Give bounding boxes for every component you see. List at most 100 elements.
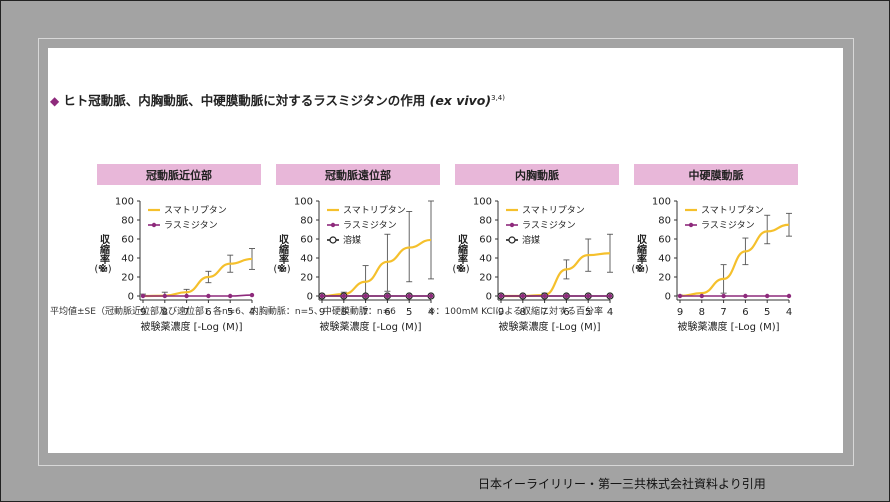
x-tick-label: 8	[162, 307, 168, 318]
legend-label: スマトリプタン	[343, 205, 406, 216]
diamond-icon: ◆	[50, 94, 60, 108]
panel-header-bg	[634, 164, 798, 185]
figure-title: ◆ ヒト冠動脈、内胸動脈、中硬膜動脈に対するラスミジタンの作用 (ex vivo)…	[50, 90, 505, 109]
legend-swatch-marker	[688, 222, 694, 228]
legend-swatch-marker	[509, 222, 515, 228]
panel-title: 内胸動脈	[515, 168, 559, 182]
sumatriptan-line	[679, 223, 790, 298]
lasmiditan-point	[699, 293, 704, 299]
figure-title-italic: (ex vivo)	[429, 93, 492, 108]
lasmiditan-point	[607, 293, 613, 299]
y-tick-label: 0	[486, 292, 492, 303]
y-axis-unit: (%)	[273, 264, 290, 275]
source-credit: 日本イーライリリー・第一三共株式会社資料より引用	[478, 477, 766, 491]
y-tick-label: 60	[658, 235, 671, 246]
x-tick-label: 9	[677, 307, 683, 318]
lasmiditan-line	[143, 294, 253, 297]
footnote-text: 平均値±SE（冠動脈近位部及び遠位部：各n=6、内胸動脈：n=5、中硬膜動脈：n…	[50, 307, 396, 317]
figure-title-text: ヒト冠動脈、内胸動脈、中硬膜動脈に対するラスミジタンの作用	[63, 93, 426, 108]
lasmiditan-point	[677, 293, 683, 299]
lasmiditan-point	[564, 293, 569, 299]
figure-title-ref: 3,4)	[491, 93, 505, 102]
x-tick-label: 5	[406, 307, 412, 318]
panel-header-bg	[276, 164, 440, 185]
lasmiditan-point	[341, 293, 346, 299]
legend-label: 溶媒	[343, 234, 361, 246]
paper	[48, 48, 843, 453]
legend-label: スマトリプタン	[522, 205, 585, 216]
panel-header-bg	[97, 164, 261, 185]
legend-label: スマトリプタン	[164, 205, 227, 216]
y-tick-label: 100	[115, 197, 134, 208]
legend-label: スマトリプタン	[701, 205, 764, 216]
x-tick-label: 6	[563, 307, 569, 318]
legend-swatch-marker	[508, 236, 516, 244]
panel-title: 冠動脈遠位部	[325, 168, 391, 182]
y-tick-label: 60	[479, 235, 492, 246]
lasmiditan-point	[184, 293, 189, 299]
lasmiditan-point	[498, 293, 504, 299]
lasmiditan-point	[140, 293, 146, 299]
x-tick-label: 7	[541, 307, 547, 318]
x-tick-label: 9	[140, 307, 146, 318]
x-axis-label: 被験薬濃度 [-Log (M)]	[498, 320, 600, 333]
chart-panel-1: 冠動脈近位部 0 20 40 60 80 100 9 8 7 6 5 4 被験薬濃度 [-Log (M)]…	[94, 164, 261, 333]
legend-swatch-marker	[330, 222, 336, 228]
legend-swatch-marker	[329, 236, 337, 244]
legend-label: ラスミジタン	[701, 220, 755, 231]
y-axis-unit: (%)	[631, 264, 648, 275]
sumatriptan-line	[321, 238, 432, 298]
footnote: 平均値±SE（冠動脈近位部及び遠位部：各n=6、内胸動脈：n=5、中硬膜動脈：n…	[50, 304, 603, 317]
lasmiditan-point	[363, 293, 368, 299]
y-tick-label: 40	[479, 254, 492, 265]
lasmiditan-point	[786, 293, 792, 299]
y-tick-label: 40	[121, 254, 134, 265]
lasmiditan-point	[228, 293, 233, 299]
x-tick-label: 7	[183, 307, 189, 318]
y-tick-label: 80	[658, 216, 671, 227]
legend-label: ラスミジタン	[343, 220, 397, 231]
legend-swatch-marker	[151, 222, 157, 228]
y-tick-label: 80	[479, 216, 492, 227]
y-tick-label: 100	[294, 197, 313, 208]
x-axis-label: 被験薬濃度 [-Log (M)]	[677, 320, 779, 333]
x-tick-label: 5	[227, 307, 233, 318]
lasmiditan-point	[407, 293, 412, 299]
x-tick-label: 5	[585, 307, 591, 318]
legend-label: ラスミジタン	[522, 220, 576, 231]
lasmiditan-point	[385, 293, 390, 299]
x-tick-label: 8	[341, 307, 347, 318]
y-tick-label: 40	[300, 254, 313, 265]
x-tick-label: 4	[249, 307, 255, 318]
lasmiditan-point	[319, 293, 325, 299]
inner-border	[38, 38, 854, 466]
lasmiditan-point	[721, 293, 726, 299]
y-tick-label: 60	[121, 235, 134, 246]
legend-label: ラスミジタン	[164, 220, 218, 231]
x-tick-label: 9	[319, 307, 325, 318]
x-tick-label: 7	[362, 307, 368, 318]
lasmiditan-point	[542, 293, 547, 299]
y-tick-label: 80	[300, 216, 313, 227]
lasmiditan-point	[428, 293, 434, 299]
legend-label: 溶媒	[522, 234, 540, 246]
x-tick-label: 4	[607, 307, 613, 318]
y-tick-label: 40	[658, 254, 671, 265]
y-axis-label: 収縮率※	[456, 234, 468, 275]
x-tick-label: 6	[742, 307, 748, 318]
y-tick-label: 20	[658, 273, 671, 284]
y-tick-label: 100	[652, 197, 671, 208]
y-tick-label: 80	[121, 216, 134, 227]
y-axis-unit: (%)	[94, 264, 111, 275]
lasmiditan-point	[162, 293, 167, 299]
x-axis-label: 被験薬濃度 [-Log (M)]	[140, 320, 242, 333]
x-tick-label: 4	[428, 307, 434, 318]
x-tick-label: 6	[205, 307, 211, 318]
sumatriptan-line	[501, 252, 611, 298]
x-tick-label: 8	[520, 307, 526, 318]
chart-panel-3: 内胸動脈 0 20 40 60 80 100 9 8 7 6 5 4 被験薬濃度 [-Log (M)] 収縮…	[452, 164, 619, 333]
y-tick-label: 20	[479, 273, 492, 284]
y-tick-label: 20	[121, 273, 134, 284]
chart-panel-4: 中硬膜動脈 0 20 40 60 80 100 9 8 7 6 5 4 被験薬濃度 [-Log (M)] 収…	[631, 164, 798, 333]
lasmiditan-point	[206, 293, 211, 299]
